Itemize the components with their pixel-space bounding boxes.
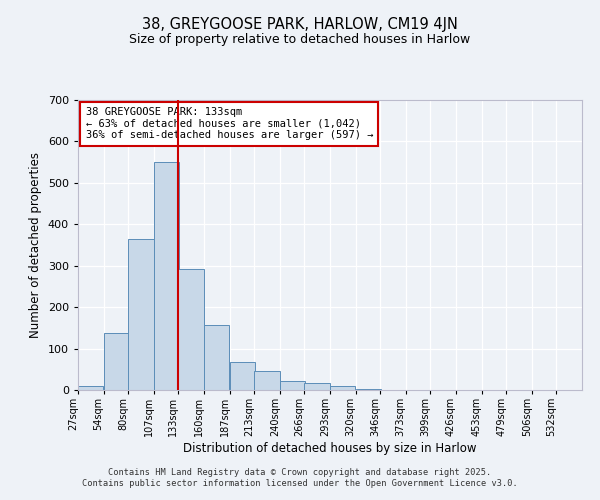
Bar bbox=[78, 386, 103, 390]
Text: 38 GREYGOOSE PARK: 133sqm
← 63% of detached houses are smaller (1,042)
36% of se: 38 GREYGOOSE PARK: 133sqm ← 63% of detac… bbox=[86, 108, 373, 140]
Bar bbox=[104, 333, 129, 390]
Bar bbox=[356, 389, 381, 390]
Text: Contains HM Land Registry data © Crown copyright and database right 2025.
Contai: Contains HM Land Registry data © Crown c… bbox=[82, 468, 518, 487]
Bar bbox=[330, 386, 355, 390]
Bar bbox=[204, 324, 229, 390]
Bar bbox=[254, 372, 280, 390]
Text: 38, GREYGOOSE PARK, HARLOW, CM19 4JN: 38, GREYGOOSE PARK, HARLOW, CM19 4JN bbox=[142, 18, 458, 32]
Bar bbox=[230, 362, 255, 390]
Bar bbox=[304, 384, 330, 390]
Y-axis label: Number of detached properties: Number of detached properties bbox=[29, 152, 42, 338]
Bar bbox=[154, 162, 179, 390]
Text: Size of property relative to detached houses in Harlow: Size of property relative to detached ho… bbox=[130, 32, 470, 46]
X-axis label: Distribution of detached houses by size in Harlow: Distribution of detached houses by size … bbox=[183, 442, 477, 455]
Bar bbox=[178, 268, 204, 390]
Bar bbox=[128, 239, 154, 390]
Bar bbox=[280, 381, 305, 390]
